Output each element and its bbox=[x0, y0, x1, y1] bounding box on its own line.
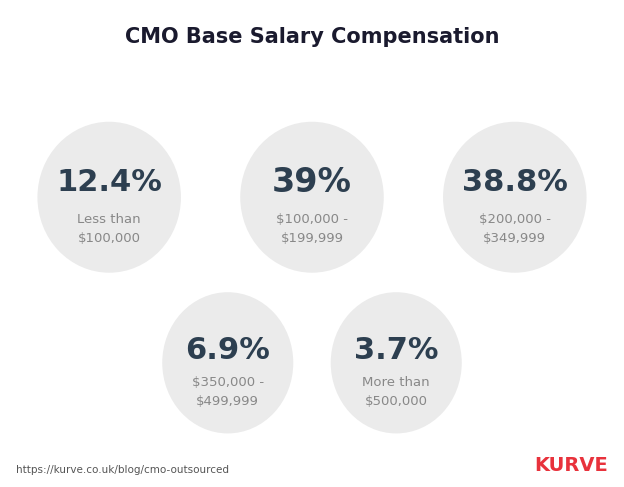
Text: More than
$500,000: More than $500,000 bbox=[363, 376, 430, 408]
Text: 38.8%: 38.8% bbox=[462, 168, 568, 197]
Ellipse shape bbox=[331, 292, 462, 433]
Ellipse shape bbox=[443, 122, 587, 273]
Text: $200,000 -
$349,999: $200,000 - $349,999 bbox=[479, 213, 551, 245]
Text: KURVE: KURVE bbox=[535, 456, 608, 475]
Text: 3.7%: 3.7% bbox=[354, 336, 439, 365]
Ellipse shape bbox=[162, 292, 293, 433]
Text: 12.4%: 12.4% bbox=[56, 168, 162, 197]
Text: $100,000 -
$199,999: $100,000 - $199,999 bbox=[276, 213, 348, 245]
Text: 6.9%: 6.9% bbox=[185, 336, 270, 365]
Text: $350,000 -
$499,999: $350,000 - $499,999 bbox=[192, 376, 264, 408]
Text: https://kurve.co.uk/blog/cmo-outsourced: https://kurve.co.uk/blog/cmo-outsourced bbox=[16, 465, 228, 475]
Ellipse shape bbox=[240, 122, 384, 273]
Ellipse shape bbox=[37, 122, 181, 273]
Text: Less than
$100,000: Less than $100,000 bbox=[77, 213, 141, 245]
Text: 39%: 39% bbox=[272, 166, 352, 199]
Text: CMO Base Salary Compensation: CMO Base Salary Compensation bbox=[125, 26, 499, 47]
